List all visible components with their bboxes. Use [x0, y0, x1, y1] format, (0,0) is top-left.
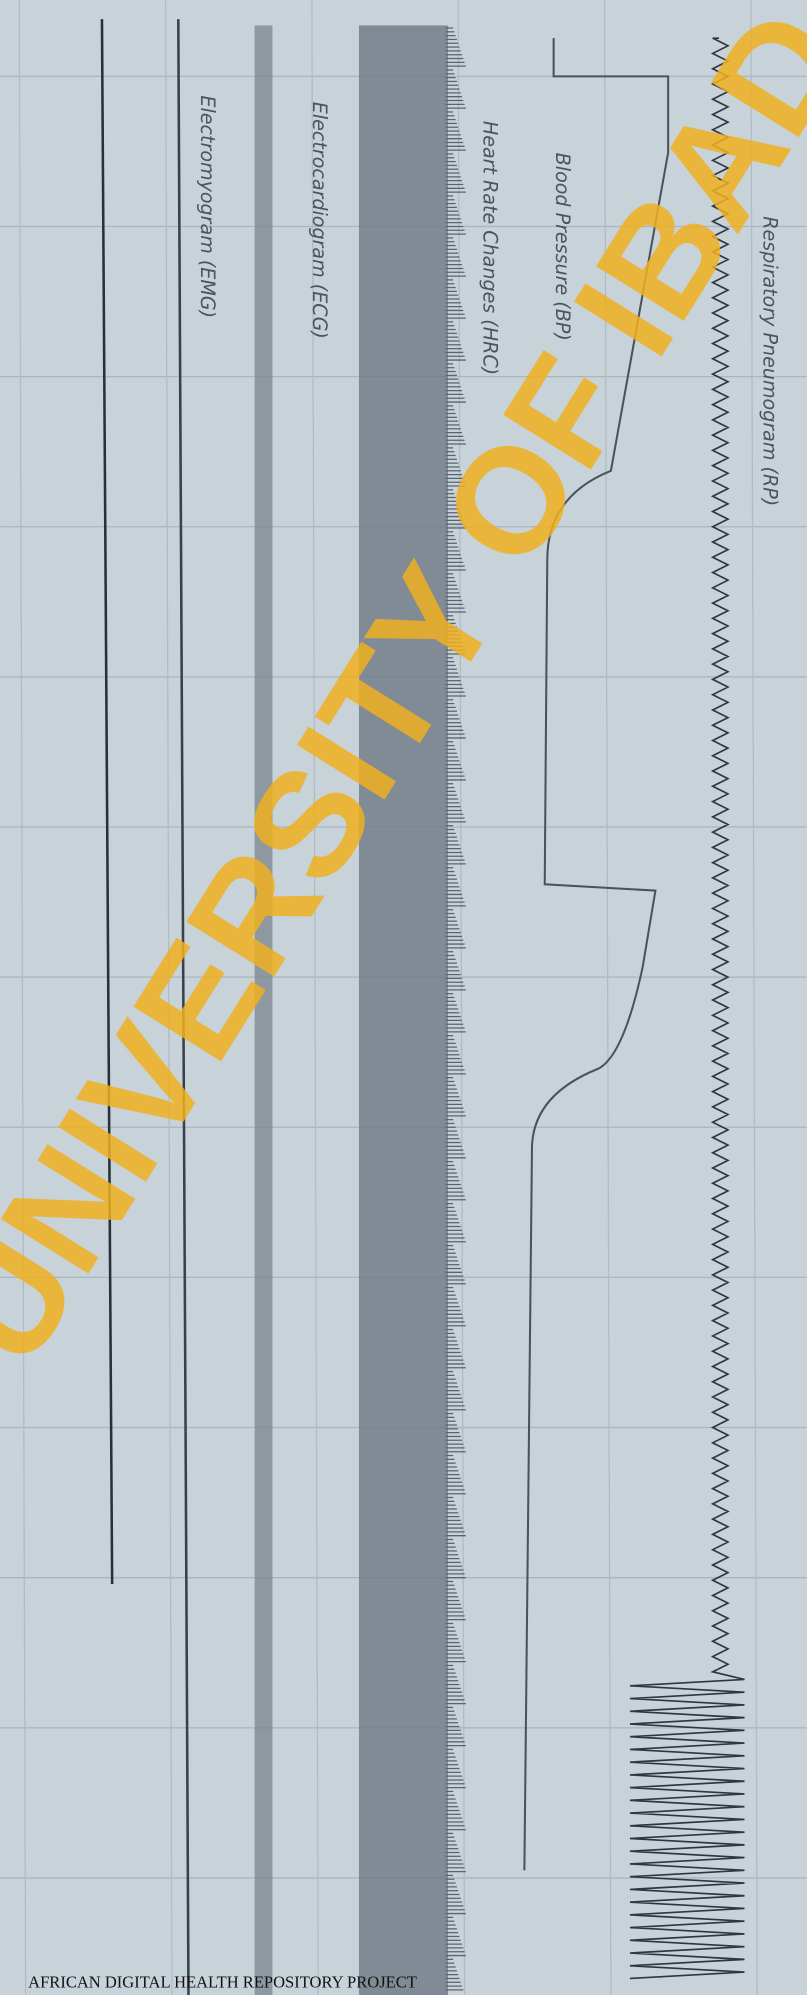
label-hrc: Heart Rate Changes (HRC)	[479, 121, 501, 375]
recording-scan: Respiratory Pneumogram (RP) Blood Pressu…	[0, 0, 807, 1995]
label-pneumogram: Respiratory Pneumogram (RP)	[759, 216, 781, 506]
ecg-band	[359, 25, 448, 1995]
page: Respiratory Pneumogram (RP) Blood Pressu…	[0, 0, 807, 1995]
footer: AFRICAN DIGITAL HEALTH REPOSITORY PROJEC…	[28, 1972, 417, 1991]
label-ecg: Electrocardiogram (ECG)	[308, 102, 330, 339]
label-emg: Electromyogram (EMG)	[196, 95, 218, 318]
